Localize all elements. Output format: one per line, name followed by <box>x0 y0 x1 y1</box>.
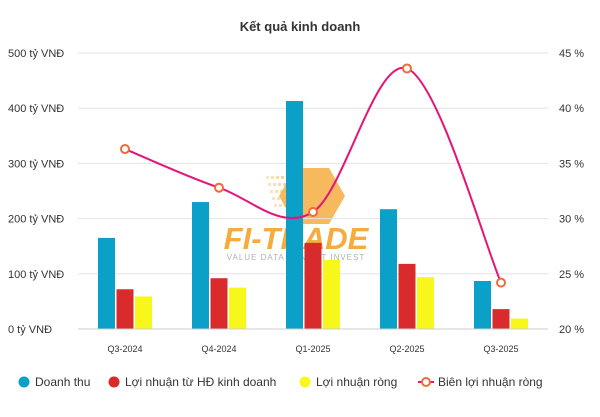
watermark-dot <box>282 197 285 200</box>
watermark-dot <box>270 190 273 193</box>
x-tick-label: Q4-2024 <box>201 344 236 354</box>
watermark-dot <box>278 183 281 186</box>
right-axis-ticks: 20 % 25 % 30 % 35 % 40 % 45 % <box>559 48 584 336</box>
y-right-tick-label: 25 % <box>559 269 584 281</box>
x-tick-label: Q1-2025 <box>295 344 330 354</box>
y-right-tick-label: 45 % <box>559 48 584 60</box>
y-left-tick-label: 100 tỷ VNĐ <box>8 269 64 281</box>
bar <box>398 263 416 329</box>
x-tick-label: Q3-2024 <box>107 344 142 354</box>
x-tick-label: Q3-2025 <box>483 344 518 354</box>
legend-label: Doanh thu <box>35 375 90 389</box>
y-right-tick-label: 35 % <box>559 158 584 170</box>
x-tick-label: Q2-2025 <box>389 344 424 354</box>
watermark-dot <box>281 176 284 179</box>
y-right-tick-label: 20 % <box>559 324 584 336</box>
legend: Doanh thu Lợi nhuận từ HĐ kinh doanh Lợi n… <box>18 375 543 389</box>
legend-swatch <box>18 376 30 388</box>
left-axis-ticks: 0 tỷ VNĐ 100 tỷ VNĐ 200 tỷ VNĐ 300 tỷ VNĐ 40… <box>8 48 64 336</box>
bar <box>511 318 528 329</box>
bars-group <box>98 101 528 329</box>
x-axis-ticks: Q3-2024 Q4-2024 Q1-2025 Q2-2025 Q3-2025 <box>78 328 548 354</box>
bar <box>474 280 491 329</box>
watermark-dot <box>268 183 271 186</box>
y-left-tick-label: 400 tỷ VNĐ <box>8 103 64 115</box>
watermark-dot <box>271 176 274 179</box>
margin-point <box>308 206 318 217</box>
bar <box>304 242 322 329</box>
y-left-tick-label: 300 tỷ VNĐ <box>8 158 64 170</box>
watermark-dot <box>277 197 280 200</box>
margin-point <box>214 182 224 193</box>
margin-point <box>120 144 130 155</box>
bar <box>286 101 303 329</box>
legend-swatch <box>108 376 120 388</box>
watermark-dot <box>280 190 283 193</box>
legend-label: Biên lợi nhuận ròng <box>438 375 543 389</box>
legend-marker <box>421 377 431 387</box>
bar <box>492 309 510 329</box>
margin-point <box>402 63 412 74</box>
bar <box>380 209 397 329</box>
y-left-tick-label: 0 tỷ VNĐ <box>8 324 52 336</box>
margin-line-group <box>120 63 506 288</box>
y-left-tick-label: 200 tỷ VNĐ <box>8 214 64 226</box>
legend-swatch <box>299 376 311 388</box>
bar <box>98 237 115 329</box>
bar <box>135 296 152 329</box>
legend-label: Lợi nhuận từ HĐ kinh doanh <box>125 375 276 389</box>
margin-line <box>124 66 502 284</box>
watermark-dot <box>273 183 276 186</box>
watermark-dot <box>284 204 287 207</box>
watermark-dot <box>272 197 275 200</box>
bar <box>210 278 228 329</box>
bar <box>229 287 246 329</box>
bar <box>192 202 209 329</box>
watermark-dot <box>274 204 277 207</box>
legend-label: Lợi nhuận ròng <box>316 375 397 389</box>
chart-title: Kết quả kinh doanh <box>240 19 361 34</box>
bar <box>323 260 340 329</box>
bar <box>417 277 434 329</box>
y-left-tick-label: 500 tỷ VNĐ <box>8 48 64 60</box>
watermark-dot <box>276 176 279 179</box>
y-right-tick-label: 30 % <box>559 214 584 226</box>
watermark-dot <box>275 190 278 193</box>
bar <box>116 289 134 329</box>
watermark-dot <box>283 183 286 186</box>
margin-point <box>496 277 506 288</box>
y-right-tick-label: 40 % <box>559 103 584 115</box>
watermark-dot <box>266 176 269 179</box>
watermark-dot <box>279 204 282 207</box>
